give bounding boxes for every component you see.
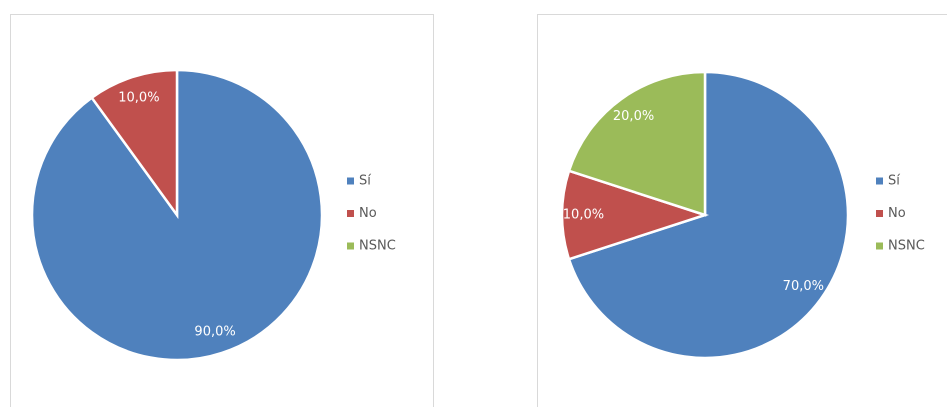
legend-label: NSNC	[888, 239, 925, 254]
legend-label: Sí	[359, 174, 371, 189]
legend-label: No	[359, 206, 377, 221]
legend-label: NSNC	[359, 239, 396, 254]
data-label: 20,0%	[613, 109, 654, 124]
legend-swatch	[876, 242, 883, 250]
pie-slice	[90, 68, 179, 219]
data-label: 90,0%	[194, 325, 235, 340]
data-label: 70,0%	[783, 279, 824, 294]
legend-swatch	[876, 210, 883, 217]
legend-swatch	[347, 210, 354, 217]
legend-swatch	[347, 177, 354, 185]
legend-swatch	[876, 177, 883, 185]
legend-label: No	[888, 206, 906, 221]
pie-slice	[567, 70, 707, 217]
legend-label: Sí	[888, 174, 900, 189]
legend-swatch	[347, 242, 354, 250]
data-label: 10,0%	[118, 90, 159, 105]
data-label: 10,0%	[563, 208, 604, 223]
pie-slice	[560, 169, 710, 261]
